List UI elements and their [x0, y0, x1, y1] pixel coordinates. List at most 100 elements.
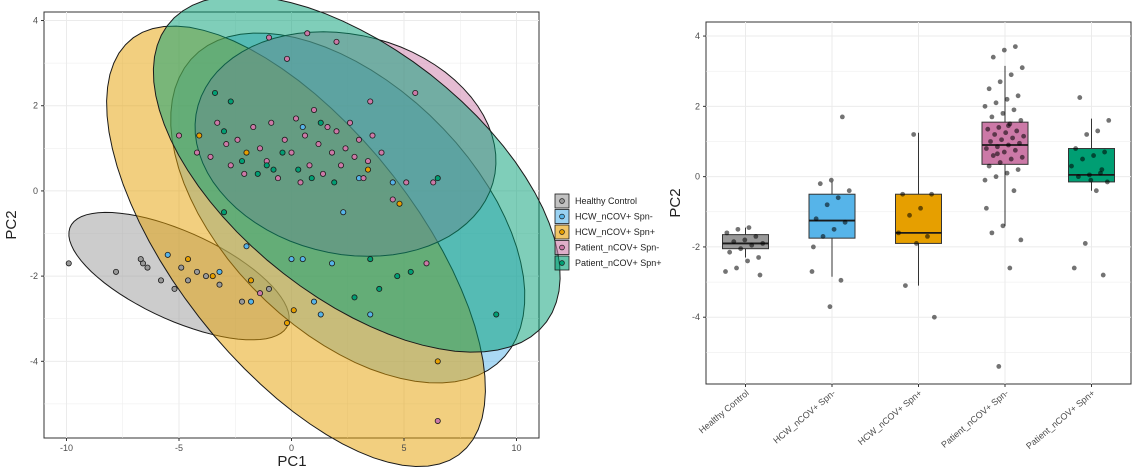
boxplot-jitter-point: [1006, 142, 1011, 148]
boxplot-jitter-point: [1084, 132, 1090, 137]
scatter-point: [254, 170, 261, 177]
scatter-point: [295, 166, 302, 173]
scatter-point: [265, 285, 272, 292]
boxplot-y-tick-label: 2: [695, 101, 700, 111]
scatter-point: [304, 30, 311, 37]
boxplot-x-tick-label: HCW_nCOV+ Spn+: [856, 388, 924, 447]
scatter-x-tick-label: -10: [60, 443, 73, 453]
scatter-point: [324, 124, 331, 131]
legend-label: HCW_nCOV+ Spn-: [575, 212, 653, 222]
scatter-point: [164, 251, 171, 258]
scatter-point: [299, 256, 306, 263]
scatter-point: [389, 196, 396, 203]
scatter-point: [256, 290, 263, 297]
boxplot-jitter-point: [731, 239, 737, 245]
scatter-point: [207, 153, 214, 160]
boxplot-jitter-point: [996, 125, 1002, 130]
scatter-x-tick-label: 10: [511, 443, 521, 453]
legend-label: Patient_nCOV+ Spn-: [575, 243, 659, 253]
scatter-point: [283, 55, 290, 62]
boxplot-jitter-point: [1018, 237, 1024, 243]
boxplot-jitter-point: [1015, 167, 1021, 173]
boxplot-jitter-point: [907, 212, 912, 218]
boxplot-jitter-point: [1104, 179, 1110, 185]
boxplot-jitter-point: [990, 54, 996, 60]
boxplot-y-tick-label: -2: [692, 242, 700, 252]
scatter-point: [376, 285, 383, 292]
scatter-point: [310, 298, 317, 305]
boxplot-jitter-point: [817, 181, 823, 187]
boxplot-jitter-point: [813, 216, 819, 222]
scatter-y-tick-labels: -4 -2 0 2 4: [30, 16, 44, 366]
scatter-point: [247, 277, 254, 284]
boxplot-jitter-point: [827, 304, 833, 310]
boxplot-jitter-point: [1011, 107, 1017, 113]
scatter-point: [434, 358, 441, 365]
boxplot-jitter-point: [896, 230, 901, 236]
scatter-x-tick-label: 5: [401, 443, 406, 453]
scatter-point: [171, 285, 178, 292]
boxplot-jitter-point: [982, 103, 988, 109]
scatter-point: [265, 34, 272, 41]
scatter-point: [241, 170, 248, 177]
boxplot-jitter-point: [1075, 174, 1081, 180]
legend: Healthy Control HCW_nCOV+ Spn- HCW_nCOV+ S…: [554, 193, 662, 271]
scatter-point: [157, 277, 164, 284]
boxplot-jitter-point: [760, 241, 766, 246]
boxplot-jitter-point: [989, 230, 995, 236]
boxplot-jitter-point: [1012, 44, 1018, 50]
scatter-point: [434, 417, 441, 424]
boxplot-x-tick-label: Patient_nCOV+ Spn+: [1024, 388, 1097, 451]
boxplot-jitter-point: [985, 126, 991, 132]
boxplot-jitter-point: [846, 188, 852, 194]
boxplot-jitter-point: [992, 132, 998, 137]
boxplot-jitter-point: [988, 139, 993, 144]
boxplot-jitter-point: [746, 225, 752, 231]
scatter-point: [288, 149, 295, 156]
scatter-point: [333, 38, 340, 45]
scatter-point: [317, 119, 324, 126]
scatter-point: [367, 311, 374, 318]
boxplot-jitter-point: [724, 230, 730, 236]
scatter-x-tick-labels: -10 -5 0 5 10: [60, 438, 522, 453]
scatter-point: [216, 268, 223, 275]
scatter-point: [184, 277, 191, 284]
boxplot-jitter-point: [1019, 154, 1025, 160]
boxplot-jitter-point: [1006, 123, 1011, 129]
scatter-point: [184, 256, 191, 263]
scatter-point: [243, 149, 250, 156]
boxplot-y-tick-label: -4: [692, 312, 700, 322]
scatter-point: [290, 307, 297, 314]
scatter-point: [279, 149, 286, 156]
scatter-point: [355, 136, 362, 143]
scatter-point: [364, 158, 371, 165]
boxplot-jitter-point: [1000, 110, 1006, 116]
boxplot-jitter-point: [835, 195, 841, 201]
boxplot-jitter-point: [838, 277, 844, 283]
legend-label: Healthy Control: [575, 196, 637, 206]
boxplot-jitter-point: [931, 314, 937, 320]
scatter-point: [238, 298, 245, 305]
scatter-x-tick-label: -5: [175, 443, 183, 453]
boxplot-jitter-point: [925, 233, 930, 239]
boxplot-jitter-point: [1082, 241, 1088, 246]
scatter-point: [220, 128, 227, 135]
boxplot-jitter-point: [1071, 265, 1077, 271]
scatter-point: [340, 209, 347, 216]
scatter-point: [310, 106, 317, 113]
scatter-point: [214, 119, 221, 126]
boxplot-x-tick-label: Healthy Control: [697, 388, 751, 436]
boxplot-boxes: [722, 65, 1115, 286]
boxplot-jitter-point: [1093, 188, 1099, 194]
scatter-point: [412, 89, 419, 96]
boxplot-jitter-point: [839, 114, 845, 120]
scatter-point: [65, 260, 72, 267]
boxplot-jitter-point: [902, 283, 908, 288]
boxplot-jitter-point: [1004, 170, 1010, 176]
boxplot-jitter-point: [757, 272, 763, 278]
boxplot-jitter-point: [1015, 93, 1021, 99]
scatter-point: [306, 162, 313, 169]
scatter-point: [144, 264, 151, 271]
boxplot-jitter-point: [986, 86, 992, 92]
